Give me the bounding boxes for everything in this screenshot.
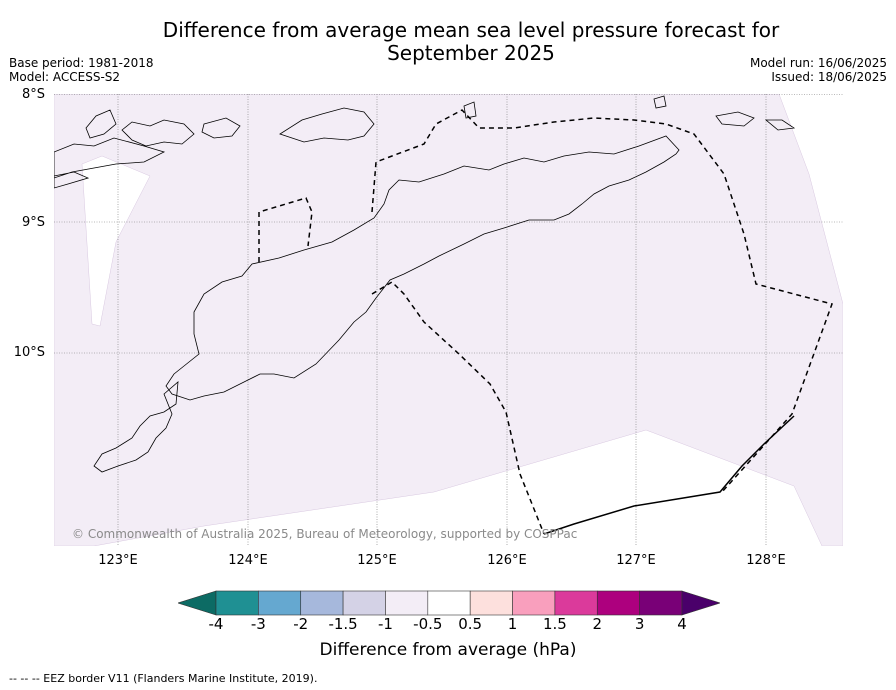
model-run: Model run: 16/06/2025 [749,56,887,70]
colorbar-tick-label: -1 [377,615,393,633]
colorbar-extend-low [177,590,217,616]
island-coastline [463,95,796,131]
pressure-anomaly-shade [54,94,843,546]
colorbar-tick-label: 0.5 [458,615,483,633]
lon-label-125e: 125°E [357,553,397,568]
lat-label-9s: 9°S [21,215,45,230]
colorbar-ticks: -4 -3 -2 -1.5 -1 -0.5 0.5 1 1.5 2 3 4 [0,615,896,635]
eez-border-solid [543,415,795,535]
colorbar-segment [427,590,471,616]
colorbar-segment [385,590,429,616]
colorbar-segment [342,590,386,616]
colorbar-extend-high [681,590,721,616]
meta-left: Base period: 1981-2018 Model: ACCESS-S2 [9,56,154,84]
island-coastline [54,107,375,473]
colorbar-tick-label: 3 [634,615,645,633]
lat-label-8s: 8°S [21,87,45,102]
colorbar-segment [258,590,302,616]
colorbar-tick-label: 2 [592,615,603,633]
copyright-notice: © Commonwealth of Australia 2025, Bureau… [72,527,578,541]
meta-right: Model run: 16/06/2025 Issued: 18/06/2025 [750,56,887,84]
colorbar-tick-label: 4 [677,615,687,633]
colorbar-segment [512,590,556,616]
colorbar-tick-label: -3 [250,615,266,633]
colorbar-segment [596,590,640,616]
colorbar [177,589,721,617]
colorbar-segment [639,590,683,616]
lon-label-128e: 128°E [746,553,786,568]
colorbar-tick-label: 1.5 [542,615,567,633]
lat-label-10s: 10°S [13,345,45,360]
eez-border [258,109,833,535]
graticule [54,94,843,546]
base-period: Base period: 1981-2018 [9,56,154,70]
colorbar-tick-label: -4 [208,615,224,633]
map-canvas [54,94,843,546]
colorbar-tick-label: -2 [293,615,309,633]
lon-label-126e: 126°E [487,553,527,568]
colorbar-segment [300,590,344,616]
colorbar-tick-label: 1 [507,615,518,633]
colorbar-segment [215,590,259,616]
colorbar-tick-label: -0.5 [413,615,443,633]
colorbar-title: Difference from average (hPa) [319,640,577,660]
colorbar-svg [177,590,721,616]
colorbar-segment [469,590,513,616]
colorbar-tick-label: -1.5 [328,615,358,633]
lon-label-127e: 127°E [616,553,656,568]
lon-label-124e: 124°E [228,553,268,568]
lon-label-123e: 123°E [98,553,138,568]
map-panel [54,94,843,546]
issued-date: Issued: 18/06/2025 [771,70,887,84]
colorbar-segment [554,590,598,616]
eez-footnote: -- -- -- EEZ border V11 (Flanders Marine… [9,672,318,685]
map-title: Difference from average mean sea level p… [162,18,780,65]
model-name: Model: ACCESS-S2 [9,70,121,84]
